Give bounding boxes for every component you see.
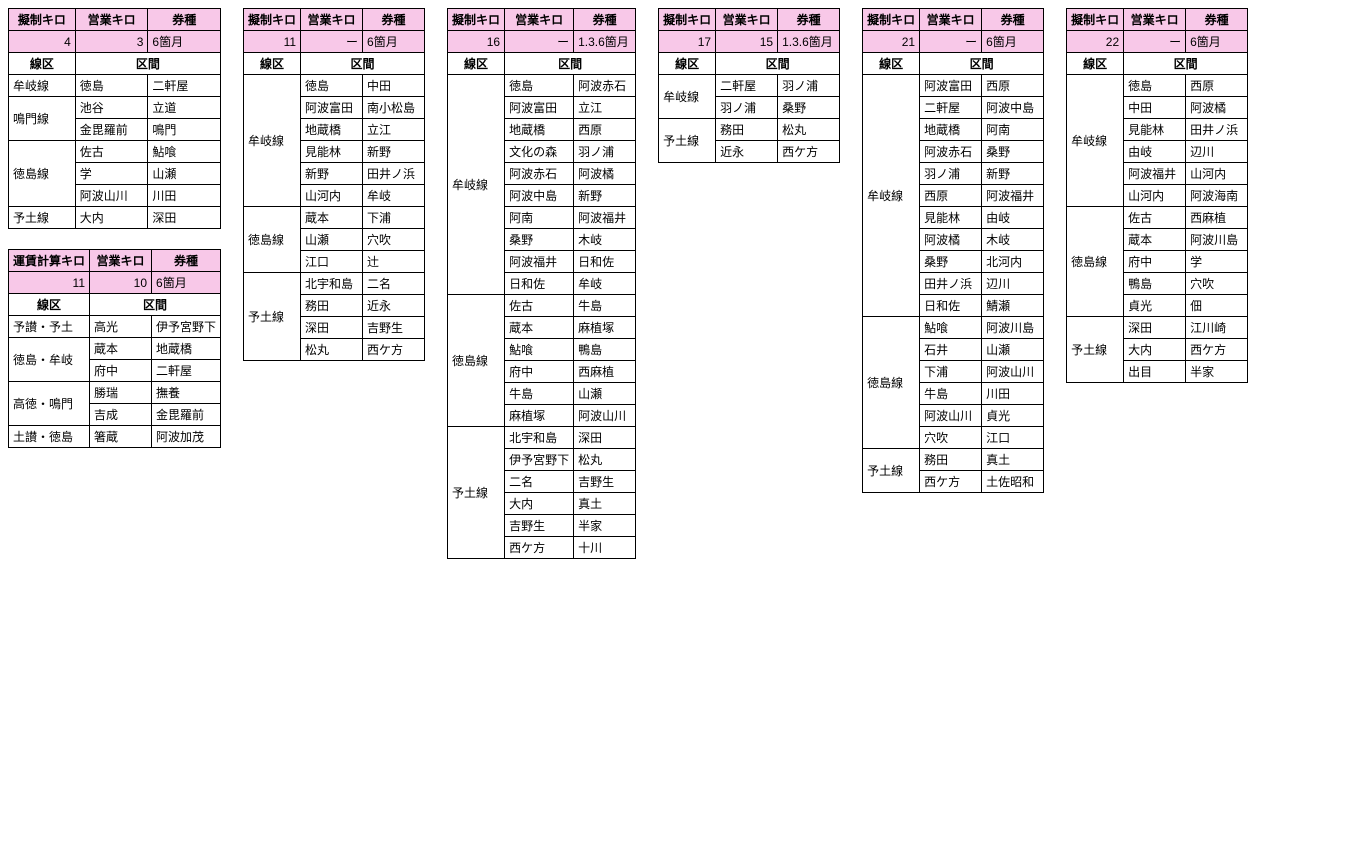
fare-table-t4: 擬制キロ営業キロ券種16ー1.3.6箇月線区区間牟岐線徳島阿波赤石阿波富田立江地… [447,8,636,559]
tables-container: 擬制キロ営業キロ券種436箇月線区区間牟岐線徳島二軒屋鳴門線池谷立道金毘羅前鳴門… [8,8,1342,559]
fare-table-t5: 擬制キロ営業キロ券種17151.3.6箇月線区区間牟岐線二軒屋羽ノ浦羽ノ浦桑野予… [658,8,840,163]
table-column: 擬制キロ営業キロ券種21ー6箇月線区区間牟岐線阿波富田西原二軒屋阿波中島地蔵橋阿… [862,8,1044,493]
fare-table-t3: 擬制キロ営業キロ券種11ー6箇月線区区間牟岐線徳島中田阿波富田南小松島地蔵橋立江… [243,8,425,361]
fare-table-t1: 擬制キロ営業キロ券種436箇月線区区間牟岐線徳島二軒屋鳴門線池谷立道金毘羅前鳴門… [8,8,221,229]
fare-table-t7: 擬制キロ営業キロ券種22ー6箇月線区区間牟岐線徳島西原中田阿波橘見能林田井ノ浜由… [1066,8,1248,383]
table-column: 擬制キロ営業キロ券種22ー6箇月線区区間牟岐線徳島西原中田阿波橘見能林田井ノ浜由… [1066,8,1248,383]
table-column: 擬制キロ営業キロ券種17151.3.6箇月線区区間牟岐線二軒屋羽ノ浦羽ノ浦桑野予… [658,8,840,163]
table-column: 擬制キロ営業キロ券種11ー6箇月線区区間牟岐線徳島中田阿波富田南小松島地蔵橋立江… [243,8,425,361]
table-column: 擬制キロ営業キロ券種16ー1.3.6箇月線区区間牟岐線徳島阿波赤石阿波富田立江地… [447,8,636,559]
fare-table-t2: 運賃計算キロ営業キロ券種11106箇月線区区間予讃・予土高光伊予宮野下徳島・牟岐… [8,249,221,448]
table-column: 擬制キロ営業キロ券種436箇月線区区間牟岐線徳島二軒屋鳴門線池谷立道金毘羅前鳴門… [8,8,221,448]
fare-table-t6: 擬制キロ営業キロ券種21ー6箇月線区区間牟岐線阿波富田西原二軒屋阿波中島地蔵橋阿… [862,8,1044,493]
